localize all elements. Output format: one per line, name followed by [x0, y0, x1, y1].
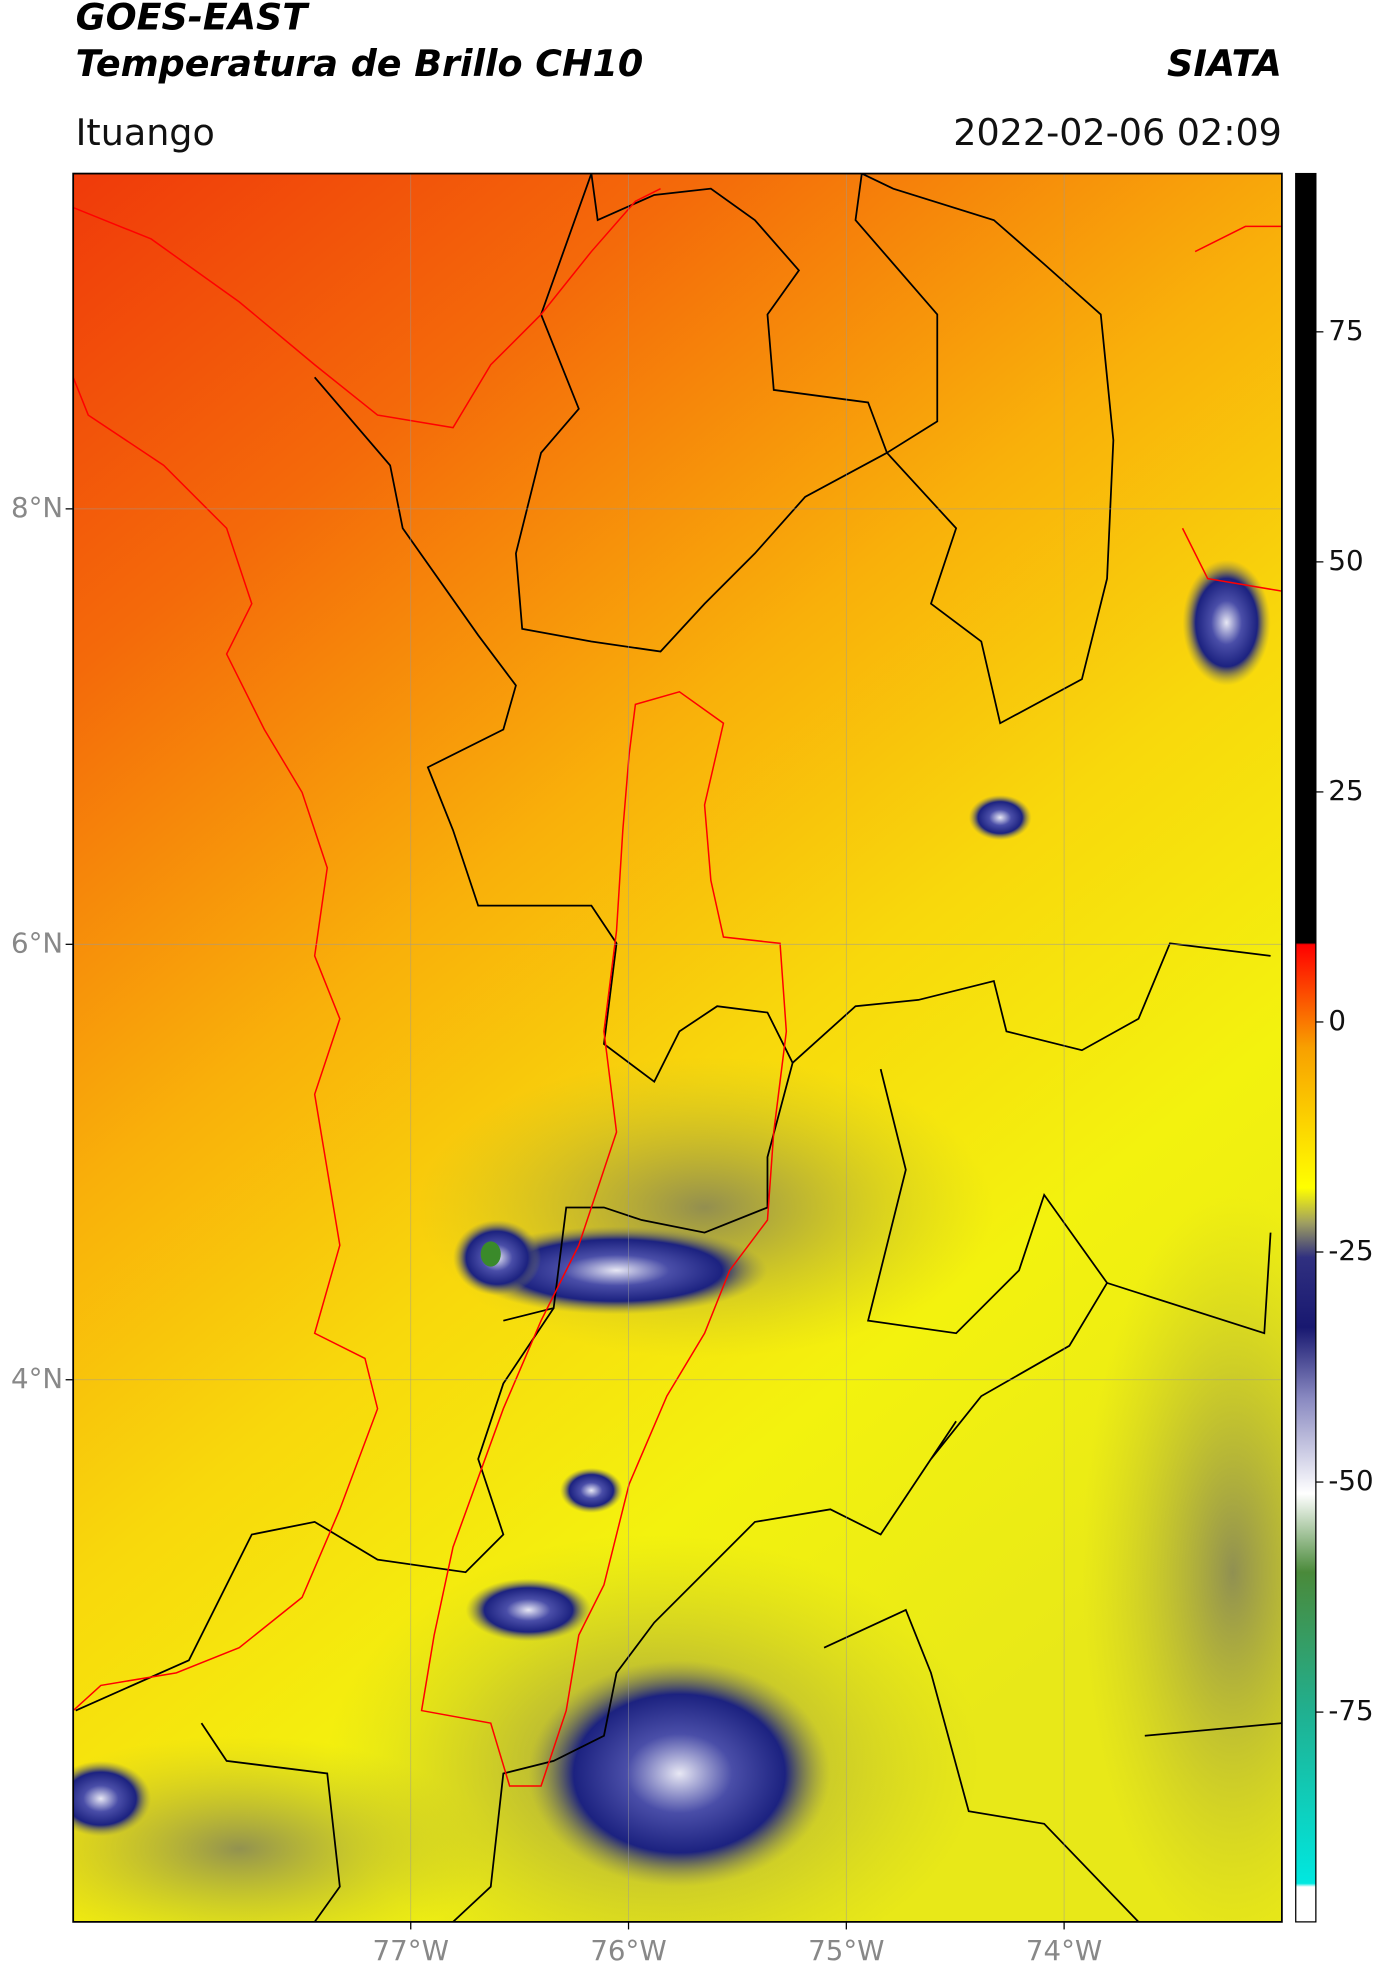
border: [515, 173, 889, 653]
colorbar-tick-label: -75: [1328, 1694, 1373, 1727]
border: [792, 942, 1272, 1335]
border: [452, 1282, 1282, 1922]
lat-tick-label: 6°N: [11, 926, 63, 959]
location: Ituango: [76, 111, 215, 154]
lat-tick-label: 8°N: [11, 491, 63, 524]
cloud-core: [465, 1578, 592, 1642]
colorbar-tick-label: 25: [1328, 774, 1363, 807]
border: [75, 1307, 555, 1922]
datetime: 2022-02-06 02:09: [953, 111, 1282, 154]
border: [854, 173, 1115, 725]
title: GOES-EAST: [76, 0, 311, 38]
lon-tick-label: 77°W: [373, 1934, 449, 1967]
colorbar-tick-label: -25: [1328, 1234, 1373, 1267]
cloud-core: [465, 1226, 768, 1315]
cloud-core: [528, 1660, 831, 1887]
colorbar-tick-label: -50: [1328, 1464, 1373, 1497]
cloud-field: [415, 1056, 994, 1359]
coastline: [73, 187, 1282, 1712]
colorbar-tick-label: 75: [1328, 314, 1363, 347]
subtitle: Temperatura de Brillo CH10: [76, 42, 644, 85]
cloud-top: [480, 1241, 501, 1267]
border: [313, 376, 794, 1322]
colorbar-tick-label: 50: [1328, 544, 1363, 577]
map-frame: [72, 172, 1283, 1923]
lon-tick-label: 76°W: [590, 1934, 666, 1967]
cloud-core: [968, 794, 1032, 841]
lon-tick-label: 74°W: [1026, 1934, 1102, 1967]
source: SIATA: [1167, 42, 1282, 85]
map: [73, 173, 1282, 1922]
cloud-core: [559, 1467, 623, 1514]
cloud-field: [1081, 1195, 1282, 1922]
lat-tick-label: 4°N: [11, 1362, 63, 1395]
cloud-core: [73, 1760, 152, 1837]
cloud-core: [1182, 559, 1271, 686]
colorbar-tick-label: 0: [1328, 1004, 1346, 1037]
basin-outline: [420, 690, 788, 1787]
graticule: [73, 173, 1282, 1922]
cloud-field: [73, 1735, 491, 1922]
lon-tick-label: 75°W: [808, 1934, 884, 1967]
colorbar: [1295, 172, 1317, 1923]
